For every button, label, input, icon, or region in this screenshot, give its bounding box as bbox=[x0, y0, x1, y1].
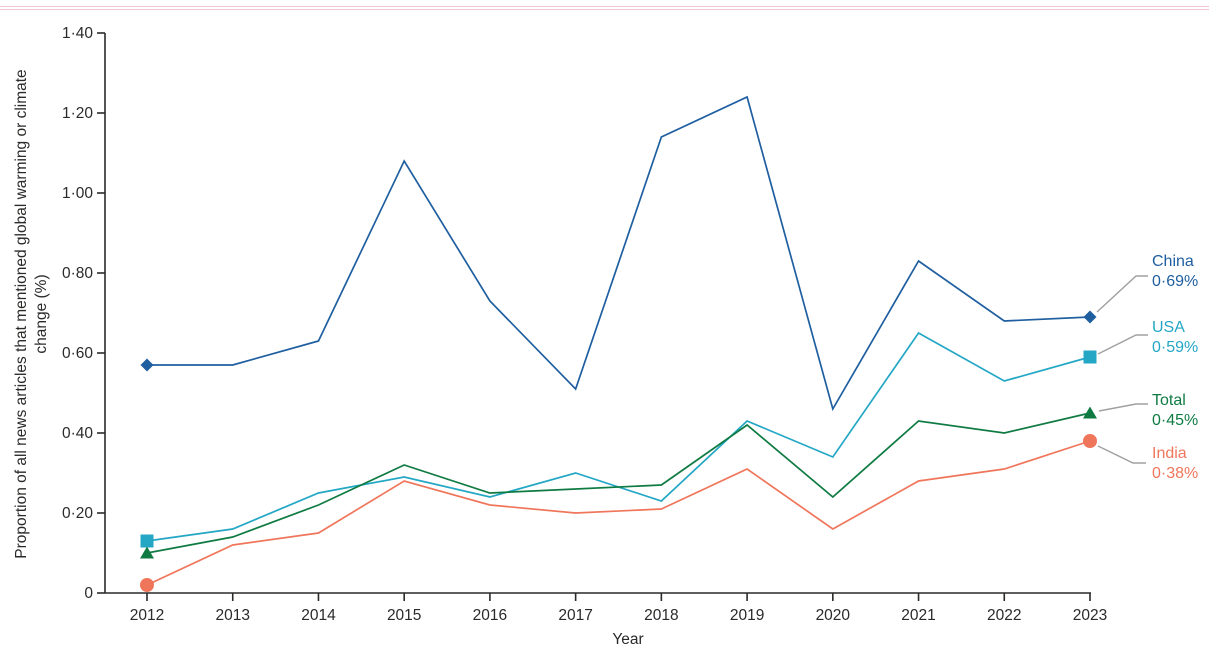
x-axis-tick-label: 2014 bbox=[301, 607, 336, 624]
y-axis-tick-label: 1·40 bbox=[62, 25, 93, 42]
series-marker-usa bbox=[1083, 350, 1097, 364]
x-axis-tick-label: 2017 bbox=[558, 607, 592, 624]
x-axis-tick-label: 2021 bbox=[901, 607, 935, 624]
x-axis-tick-label: 2023 bbox=[1073, 607, 1107, 624]
series-marker-china bbox=[140, 358, 154, 372]
y-axis-tick-label: 0·60 bbox=[62, 345, 93, 362]
series-marker-usa bbox=[140, 534, 154, 548]
series-line-india bbox=[146, 440, 1091, 586]
series-name: USA bbox=[1152, 319, 1185, 336]
y-axis-tick-label: 0·20 bbox=[62, 505, 93, 522]
series-end-value: 0·38% bbox=[1152, 465, 1199, 482]
x-axis-title: Year bbox=[612, 631, 644, 648]
x-axis-tick-label: 2020 bbox=[816, 607, 851, 624]
series-line-china bbox=[147, 95, 1091, 412]
series-marker-total bbox=[1083, 406, 1097, 419]
series-marker-total bbox=[140, 546, 154, 559]
series-label-china: China 0·69% bbox=[1152, 252, 1198, 292]
leader-line-total bbox=[1098, 403, 1148, 412]
y-axis-tick-label: 0·80 bbox=[62, 265, 93, 282]
leader-line-india bbox=[1097, 445, 1146, 464]
x-axis-tick-label: 2019 bbox=[730, 607, 764, 624]
series-marker-india bbox=[1083, 434, 1097, 448]
leader-line-usa bbox=[1097, 334, 1148, 355]
series-end-value: 0·59% bbox=[1152, 339, 1199, 356]
series-label-total: Total 0·45% bbox=[1152, 391, 1198, 431]
y-axis-tick-label: 0·40 bbox=[62, 425, 93, 442]
leader-line-china bbox=[1096, 275, 1148, 313]
series-end-value: 0·69% bbox=[1152, 273, 1199, 290]
series-name: India bbox=[1152, 445, 1187, 462]
series-end-value: 0·45% bbox=[1152, 412, 1199, 429]
series-label-usa: USA 0·59% bbox=[1152, 318, 1198, 358]
x-axis-tick-label: 2015 bbox=[387, 607, 421, 624]
x-axis-tick-label: 2022 bbox=[987, 607, 1021, 624]
series-name: China bbox=[1152, 253, 1194, 270]
series-marker-china bbox=[1083, 310, 1097, 324]
y-axis-tick-label: 1·20 bbox=[62, 105, 93, 122]
x-axis-tick-label: 2016 bbox=[473, 607, 507, 624]
series-line-usa bbox=[146, 331, 1091, 542]
x-axis-tick-label: 2012 bbox=[130, 607, 164, 624]
x-axis-tick-label: 2013 bbox=[215, 607, 249, 624]
series-marker-india bbox=[140, 578, 154, 592]
y-axis-tick-label: 0 bbox=[84, 585, 93, 602]
series-line-total bbox=[146, 412, 1091, 554]
top-rule bbox=[0, 6, 1209, 10]
series-name: Total bbox=[1152, 392, 1186, 409]
x-axis-tick-label: 2018 bbox=[644, 607, 678, 624]
series-label-india: India 0·38% bbox=[1152, 444, 1198, 484]
y-axis-tick-label: 1·00 bbox=[62, 185, 93, 202]
